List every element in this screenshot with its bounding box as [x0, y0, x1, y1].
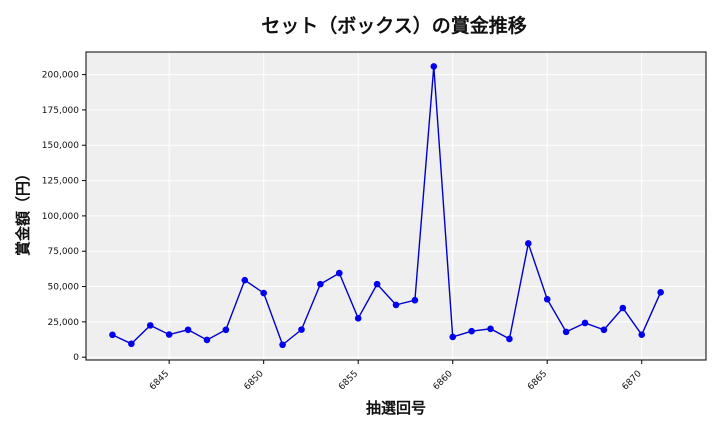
data-point — [279, 341, 286, 349]
data-point — [657, 289, 664, 296]
plot-area — [86, 52, 706, 360]
y-tick-label: 150,000 — [42, 141, 79, 151]
y-tick-label: 200,000 — [42, 71, 79, 81]
axes: 0 25,000 50,000 75,000 100,000 125,000 150,000… — [42, 51, 707, 392]
y-tick-label: 50,000 — [48, 283, 80, 293]
y-axis-label: 賞金額（円） — [14, 166, 32, 256]
series-layer — [109, 63, 664, 349]
x-axis-label: 抽選回号 — [366, 399, 426, 417]
x-tick-label: 6865 — [526, 369, 549, 392]
data-point — [638, 331, 646, 339]
data-point — [298, 326, 305, 333]
chart-title: セット（ボックス）の賞金推移 — [261, 14, 526, 37]
plot-frame — [85, 51, 707, 361]
data-point — [600, 326, 608, 334]
data-point — [430, 63, 438, 70]
data-point — [392, 301, 400, 309]
data-point — [373, 280, 381, 288]
x-tick-label: 6870 — [621, 369, 644, 392]
data-point — [165, 331, 173, 338]
data-point — [184, 326, 192, 334]
data-point — [317, 280, 324, 288]
data-point — [128, 340, 135, 348]
y-tick-label: 175,000 — [42, 106, 79, 116]
x-tick-label: 6855 — [337, 369, 360, 392]
data-point — [335, 269, 343, 277]
data-point — [449, 333, 457, 341]
grid — [86, 52, 706, 360]
data-point — [562, 328, 570, 336]
y-tick-label: 25,000 — [48, 318, 80, 328]
data-point — [222, 326, 230, 334]
series-line — [112, 66, 662, 346]
data-point — [241, 276, 249, 284]
data-point — [260, 289, 267, 297]
x-tick-label: 6860 — [432, 369, 455, 392]
data-point — [203, 336, 211, 344]
data-point — [506, 335, 513, 343]
data-point — [354, 315, 362, 322]
data-point — [581, 319, 589, 327]
data-point — [109, 331, 116, 339]
y-tick-label: 100,000 — [42, 212, 79, 222]
x-tick-label: 6850 — [243, 369, 266, 392]
data-point — [487, 325, 494, 333]
data-point — [468, 327, 475, 335]
y-tick-label: 0 — [73, 353, 79, 363]
y-tick-label: 125,000 — [42, 177, 79, 187]
data-point — [525, 240, 532, 247]
data-point — [411, 296, 419, 304]
data-point — [619, 304, 627, 312]
x-tick-label: 6845 — [148, 369, 171, 392]
y-tick-label: 75,000 — [48, 247, 80, 257]
data-point — [543, 295, 551, 303]
data-point — [146, 322, 154, 329]
